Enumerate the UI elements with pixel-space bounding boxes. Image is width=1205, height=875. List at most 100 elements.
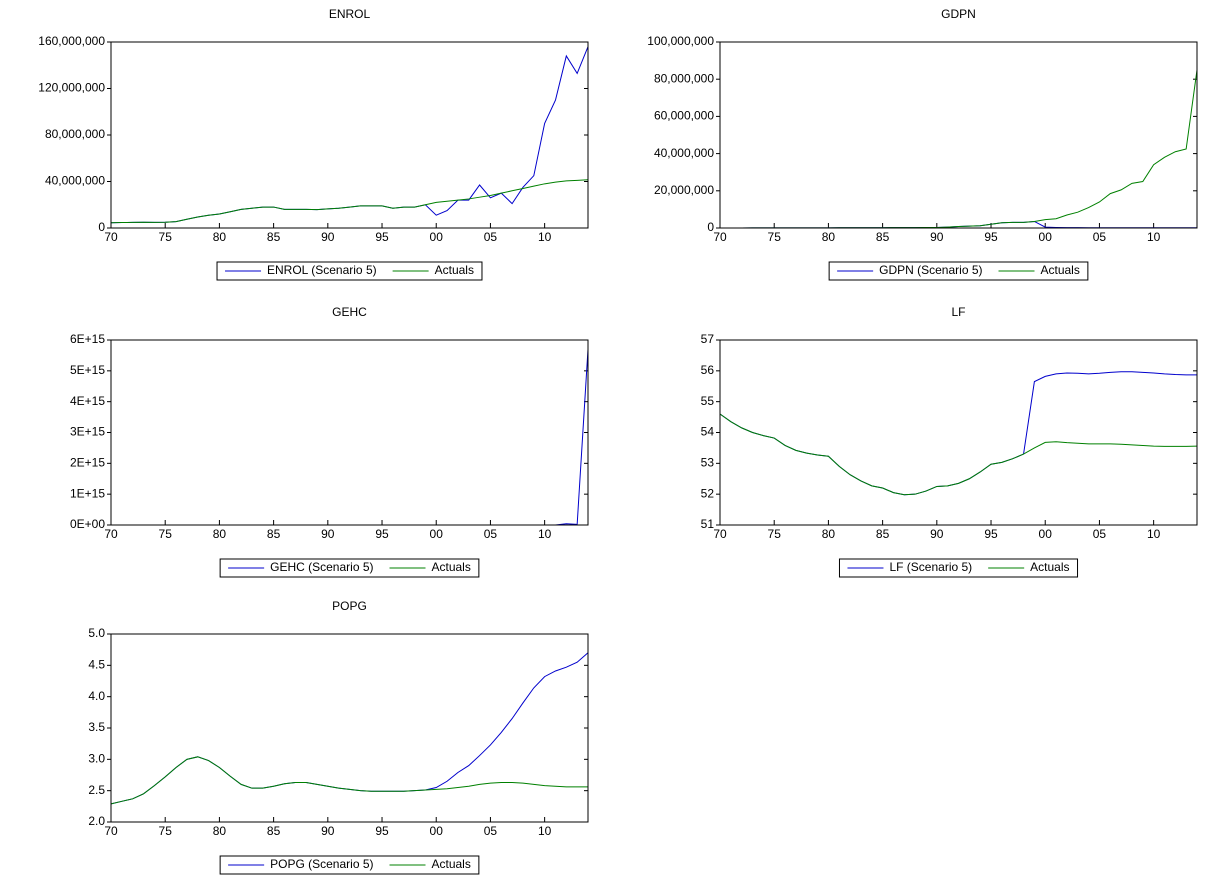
y-tick-label: 60,000,000 [654,109,714,123]
x-tick-label: 10 [538,230,552,244]
chart: POPG 2.0 2.5 3.0 3.5 4.0 4.5 5.0 70 75 80 85 90 95 00 0… [88,599,589,875]
x-tick-label: 00 [1039,230,1053,244]
plot-frame [719,41,1198,229]
y-tick-label: 0 [707,220,714,234]
x-tick-label: 00 [430,527,444,541]
y-tick-label: 0 [98,220,105,234]
series-line [110,46,589,224]
y-tick-label: 1E+15 [70,486,105,500]
x-tick-label: 10 [538,527,552,541]
x-tick-label: 80 [213,527,227,541]
x-tick-label: 75 [768,527,782,541]
x-tick-label: 05 [1093,230,1107,244]
x-tick-label: 95 [375,824,389,838]
x-tick-label: 70 [104,527,118,541]
chart: ENROL 0 40,000,000 80,000,000 120,000,000 160… [38,7,589,281]
chart: GEHC 0E+00 1E+15 2E+15 3E+15 4E+15 5E+15 6E+15 7… [70,305,589,578]
legend-label: Actuals [432,857,471,871]
x-tick-label: 95 [375,527,389,541]
series-line [111,349,589,526]
x-tick-label: 70 [104,230,118,244]
y-tick-label: 5E+15 [70,363,105,377]
y-tick-label: 2E+15 [70,456,105,470]
x-tick-label: 85 [876,230,890,244]
x-tick-label: 00 [430,824,444,838]
x-tick-label: 00 [1039,527,1053,541]
legend-label: LF (Scenario 5) [889,560,972,574]
y-tick-label: 6E+15 [70,332,105,346]
series-line [719,413,1198,496]
chart-title: ENROL [329,7,371,21]
x-tick-label: 70 [713,527,727,541]
y-tick-label: 40,000,000 [654,146,714,160]
legend-box [219,558,480,578]
x-tick-label: 75 [768,230,782,244]
legend-box [219,855,480,875]
chart: LF 51 52 53 54 55 56 57 70 75 80 85 90 95 00 05 10 LF (Sc… [701,305,1198,578]
y-tick-label: 120,000,000 [38,81,105,95]
legend: ENROL (Scenario 5) Actuals [216,261,483,281]
x-tick-label: 90 [321,527,335,541]
chart-title: LF [951,305,965,319]
x-tick-label: 05 [1093,527,1107,541]
series-line [719,371,1197,496]
series-line [110,652,589,805]
y-tick-label: 20,000,000 [654,183,714,197]
x-tick-label: 80 [822,527,836,541]
x-tick-label: 90 [321,230,335,244]
x-tick-label: 05 [484,527,498,541]
x-tick-label: 90 [930,527,944,541]
plot-frame [110,339,589,526]
plot-frame [110,633,589,823]
x-tick-label: 80 [213,230,227,244]
y-tick-label: 0E+00 [70,517,105,531]
x-tick-label: 95 [984,230,998,244]
legend: GEHC (Scenario 5) Actuals [219,558,480,578]
y-tick-label: 3E+15 [70,425,105,439]
y-tick-label: 40,000,000 [45,174,105,188]
y-tick-label: 80,000,000 [654,71,714,85]
x-tick-label: 80 [213,824,227,838]
x-tick-label: 90 [930,230,944,244]
y-tick-label: 160,000,000 [38,34,105,48]
legend-label: Actuals [432,560,471,574]
legend-label: GDPN (Scenario 5) [879,263,982,277]
y-tick-label: 2.0 [88,814,105,828]
legend-label: GEHC (Scenario 5) [270,560,373,574]
y-tick-label: 56 [701,363,715,377]
x-tick-label: 75 [159,230,173,244]
y-tick-label: 2.5 [88,783,105,797]
y-tick-label: 5.0 [88,626,105,640]
y-tick-label: 3.5 [88,720,105,734]
x-tick-label: 05 [484,824,498,838]
legend-label: Actuals [1041,263,1080,277]
x-tick-label: 90 [321,824,335,838]
series-line [110,179,589,224]
x-tick-label: 80 [822,230,836,244]
y-tick-label: 53 [701,456,715,470]
x-tick-label: 85 [876,527,890,541]
x-tick-label: 70 [713,230,727,244]
chart-title: GEHC [332,305,367,319]
x-tick-label: 85 [267,527,281,541]
legend-box [828,261,1089,281]
legend-label: Actuals [435,263,474,277]
y-tick-label: 52 [701,486,715,500]
chart-title: GDPN [941,7,976,21]
x-tick-label: 85 [267,824,281,838]
legend: LF (Scenario 5) Actuals [838,558,1079,578]
series-line [719,69,1198,229]
y-tick-label: 51 [701,517,715,531]
legend: GDPN (Scenario 5) Actuals [828,261,1089,281]
legend-label: Actuals [1030,560,1069,574]
legend-box [838,558,1079,578]
x-tick-label: 75 [159,824,173,838]
y-tick-label: 57 [701,332,715,346]
y-tick-label: 54 [701,425,715,439]
y-tick-label: 3.0 [88,752,105,766]
y-tick-label: 4.0 [88,689,105,703]
chart: GDPN 0 20,000,000 40,000,000 60,000,000 80,00… [647,7,1198,281]
y-tick-label: 4.5 [88,658,105,672]
series-line [110,756,588,805]
